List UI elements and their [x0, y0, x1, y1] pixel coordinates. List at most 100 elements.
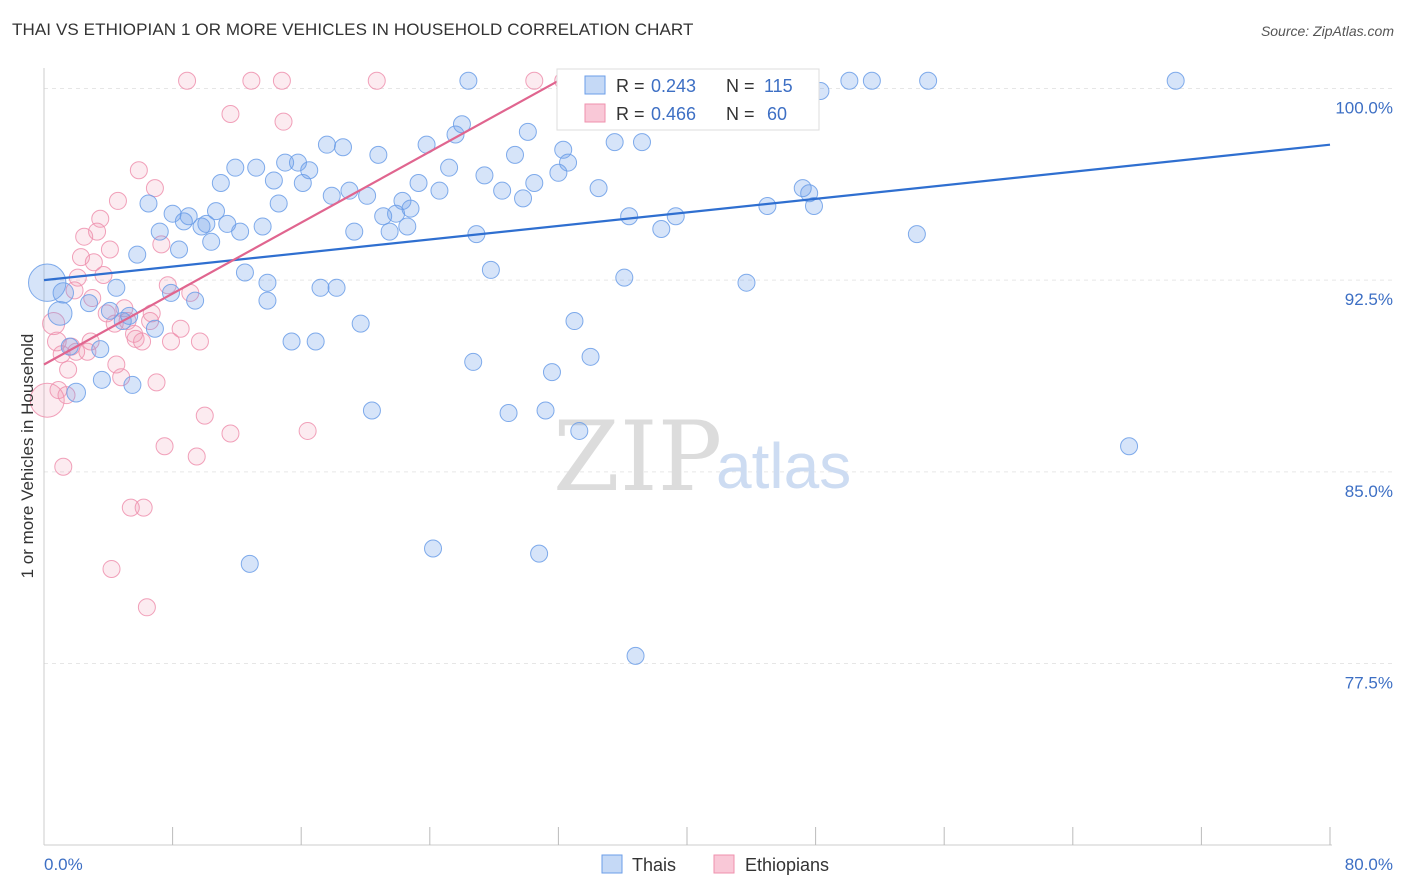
thai-point-36: [264, 171, 283, 190]
thai-point-16: [150, 222, 169, 241]
thai-point-59: [398, 217, 417, 236]
thai-point-90: [615, 268, 634, 287]
thai-point-48: [333, 138, 352, 157]
thai-point-31: [235, 263, 254, 282]
y-tick-labels: 100.0% 92.5% 85.0% 77.5%: [1335, 98, 1393, 692]
thai-point-84: [559, 153, 578, 172]
stats-legend: R = 0.243 N = 115 R = 0.466 N = 60: [556, 68, 820, 131]
thai-point-33: [247, 158, 266, 177]
thai-point-44: [311, 278, 330, 297]
thai-point-32: [240, 554, 259, 573]
thai-point-37: [269, 194, 288, 213]
ethiopian-point-42: [195, 406, 214, 425]
ethiopian-point-57: [126, 329, 145, 348]
thai-point-89: [605, 133, 624, 152]
thai-point-19: [170, 240, 189, 259]
chart-title: THAI VS ETHIOPIAN 1 OR MORE VEHICLES IN …: [12, 20, 694, 39]
thai-point-61: [409, 174, 428, 193]
thai-point-95: [652, 220, 671, 239]
thai-point-100: [758, 197, 777, 216]
thai-trendline: [43, 143, 1331, 282]
ethiopian-point-30: [137, 598, 156, 617]
ethiopian-point-32: [145, 179, 164, 198]
ethiopian-point-21: [108, 191, 127, 210]
ethiopian-point-48: [242, 71, 261, 90]
x-tick-labels: 0.0% 80.0%: [44, 855, 1393, 874]
ethiopian-point-49: [272, 71, 291, 90]
ethiopian-point-13: [84, 253, 103, 272]
ethiopian-point-29: [134, 498, 153, 517]
thai-point-114: [258, 273, 277, 292]
ethiopian-point-55: [83, 289, 102, 308]
thai-point-54: [369, 145, 388, 164]
x-tick-label-0: 0.0%: [44, 855, 83, 874]
thais-swatch: [601, 854, 623, 874]
ethiopians-points: [29, 71, 573, 617]
thai-point-2: [52, 282, 74, 304]
ethiopian-point-51: [525, 71, 544, 90]
thai-point-77: [518, 122, 537, 141]
thai-point-72: [481, 260, 500, 279]
thai-point-75: [505, 145, 524, 164]
thai-point-64: [430, 181, 449, 200]
thai-point-74: [499, 404, 518, 423]
thai-point-73: [493, 181, 512, 200]
thai-point-68: [459, 71, 478, 90]
thai-point-105: [840, 71, 859, 90]
ethiopian-point-19: [102, 559, 121, 578]
thai-point-12: [123, 375, 142, 394]
thai-point-107: [907, 225, 926, 244]
thai-r-value: 0.243: [651, 76, 696, 96]
thai-point-103: [804, 197, 823, 216]
x-tick-label-80: 80.0%: [1345, 855, 1393, 874]
thai-point-46: [322, 186, 341, 205]
thai-point-39: [282, 332, 301, 351]
thai-point-23: [192, 217, 211, 236]
thai-point-34: [253, 217, 272, 236]
ethiopians-swatch: [713, 854, 735, 874]
thai-point-29: [226, 158, 245, 177]
thai-point-81: [542, 363, 561, 382]
ethiopian-point-25: [121, 498, 140, 517]
thai-r-label: R =: [616, 76, 645, 96]
thai-point-51: [351, 314, 370, 333]
thai-point-45: [317, 135, 336, 154]
thai-point-13: [128, 245, 147, 264]
thai-point-6: [91, 340, 110, 359]
y-axis-label: 1 or more Vehicles in Household: [18, 334, 37, 579]
thai-point-8: [100, 301, 119, 320]
thai-point-78: [525, 174, 544, 193]
thai-point-93: [632, 133, 651, 152]
thai-point-7: [92, 370, 111, 389]
thai-point-30: [231, 222, 250, 241]
thai-n-label: N =: [726, 76, 755, 96]
thai-point-87: [581, 347, 600, 366]
ethiopian-point-44: [221, 105, 240, 124]
thai-legend-swatch: [584, 75, 606, 95]
thai-point-27: [211, 174, 230, 193]
ethiopian-r-label: R =: [616, 104, 645, 124]
thai-point-91: [620, 207, 639, 226]
thai-n-value: 115: [764, 76, 793, 96]
thai-point-109: [1120, 437, 1139, 456]
thai-point-9: [107, 278, 126, 297]
ethiopian-trendline: [43, 79, 559, 366]
ethiopians-legend-label: Ethiopians: [745, 855, 829, 875]
thai-point-1: [47, 300, 73, 326]
thai-point-80: [536, 401, 555, 420]
thai-point-14: [139, 194, 158, 213]
ethiopian-point-15: [91, 209, 110, 228]
thais-legend-label: Thais: [632, 855, 676, 875]
ethiopian-point-41: [190, 332, 209, 351]
ethiopian-point-46: [298, 421, 317, 440]
watermark: ZIP atlas: [553, 401, 851, 513]
thai-point-65: [440, 158, 459, 177]
ethiopian-point-0: [29, 382, 65, 418]
ethiopian-n-value: 60: [767, 104, 787, 124]
thai-point-43: [306, 332, 325, 351]
thai-point-86: [570, 421, 589, 440]
thai-point-24: [197, 214, 216, 233]
thai-point-76: [514, 189, 533, 208]
ethiopian-point-54: [59, 360, 78, 379]
